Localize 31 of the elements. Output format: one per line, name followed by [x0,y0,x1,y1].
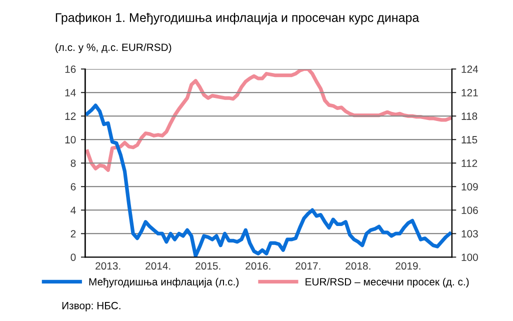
y2-tick-label: 100 [462,254,478,261]
x-tick-label: 2016. [246,262,270,270]
y-tick-label: 8 [70,160,76,167]
y2-tick-label: 103 [462,230,478,238]
x-tick-label: 2018. [346,262,370,270]
y-tick-label: 12 [65,112,76,120]
y2-tick-label: 106 [462,206,478,214]
line-series [85,69,452,172]
chart-title: Графикон 1. Међугодишња инфлација и просечан курс динара [56,12,420,24]
x-tick-label: 2013. [96,262,120,270]
y2-tick-label: 112 [462,160,478,167]
y2-tick-label: 118 [462,112,478,120]
chart-subtitle: (л.с. у %, д.с. EUR/RSD) [56,43,172,54]
text: Извор: НБС. [62,302,120,312]
y-tick-label: 16 [65,66,76,73]
y-tick-label: 4 [70,206,76,214]
y-tick-label: 6 [70,183,76,190]
y2-tick-label: 124 [462,66,478,73]
y-tick-label: 14 [65,89,76,96]
y-tick-label: 0 [70,254,76,261]
y-tick-label: 10 [65,136,76,144]
x-tick-label: 2014. [146,262,170,270]
y2-tick-label: 121 [462,89,478,96]
y-tick-label: 2 [70,230,76,238]
x-tick-label: 2015. [196,262,220,270]
y2-tick-label: 109 [462,183,478,190]
legend-label: EUR/RSD – месечни просек (д. с.) [306,278,469,288]
legend-label: Међугодишња инфлација (л.с.) [89,278,239,288]
x-tick-label: 2019. [396,262,420,270]
y2-tick-label: 115 [462,136,478,144]
x-tick-label: 2017. [296,262,320,270]
